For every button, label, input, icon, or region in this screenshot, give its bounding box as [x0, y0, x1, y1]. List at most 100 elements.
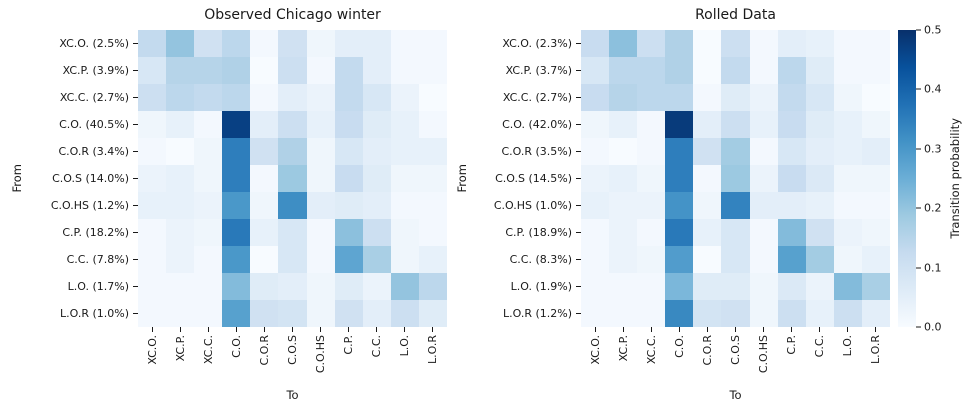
x-tick-label: L.O.R [426, 335, 440, 364]
heatmap-cell [250, 84, 279, 111]
heatmap-cell [194, 300, 223, 327]
heatmap-cell [334, 273, 363, 300]
y-tick: C.P. (18.9%) [463, 219, 581, 246]
y-tick-label: XC.O. (2.3%) [502, 37, 572, 50]
colorbar-tick: 0.5 [916, 24, 942, 37]
heatmap-cell [334, 84, 363, 111]
y-tick-mark [576, 151, 581, 152]
x-tick-label: C.O.R [257, 335, 271, 366]
heatmap-cell [637, 192, 666, 219]
y-tick-mark [576, 124, 581, 125]
x-tick-mark [151, 327, 153, 332]
y-tick-label: C.O.S (14.5%) [495, 172, 572, 185]
heatmap-cell [222, 273, 251, 300]
y-tick-mark [133, 259, 138, 260]
left-y-tick-labels: XC.O. (2.5%) XC.P. (3.9%) XC.C. (2.7%) C.O.… [20, 30, 138, 327]
y-tick-mark [133, 232, 138, 233]
heatmap-cell [138, 273, 167, 300]
y-tick-label: L.O.R (1.2%) [502, 307, 572, 320]
heatmap-cell [805, 246, 834, 273]
y-tick-label: C.P. (18.2%) [62, 226, 129, 239]
heatmap-cell [418, 192, 447, 219]
heatmap-cell [306, 192, 335, 219]
heatmap-cell [194, 57, 223, 84]
y-tick: L.O. (1.9%) [463, 273, 581, 300]
heatmap-cell [693, 84, 722, 111]
y-tick-mark [133, 97, 138, 98]
heatmap-cell [222, 84, 251, 111]
heatmap-cell [222, 165, 251, 192]
right-chart-title: Rolled Data [695, 7, 776, 23]
y-tick: L.O. (1.7%) [20, 273, 138, 300]
colorbar-tick-labels: 0.5 0.4 0.3 0.2 0.1 0.0 [916, 24, 950, 334]
y-tick-label: C.O.S (14.0%) [52, 172, 129, 185]
x-tick: XC.O. [581, 327, 609, 389]
heatmap-cell [777, 165, 806, 192]
x-tick-mark [594, 327, 596, 332]
heatmap-cell [693, 273, 722, 300]
heatmap-cell [749, 273, 778, 300]
heatmap-cell [833, 138, 862, 165]
x-tick-label: XC.C. [644, 335, 658, 365]
heatmap-cell [693, 111, 722, 138]
heatmap-cell [250, 111, 279, 138]
colorbar-tick-label: 0.3 [924, 142, 942, 156]
heatmap-cell [166, 138, 195, 165]
colorbar-tick: 0.4 [916, 83, 942, 96]
heatmap-cell [222, 30, 251, 57]
heatmap-cell [138, 165, 167, 192]
y-tick-mark [576, 178, 581, 179]
heatmap-cell [418, 57, 447, 84]
heatmap-cell [418, 273, 447, 300]
y-tick-label: XC.P. (3.7%) [505, 64, 572, 77]
y-tick: C.O.S (14.5%) [463, 165, 581, 192]
x-tick-mark [320, 327, 322, 332]
heatmap-cell [777, 111, 806, 138]
right-x-tick-labels: XC.O. XC.P. XC.C. C.O. C.O.R C.O.S C.O.HS C.P. C… [581, 327, 890, 389]
y-tick-label: C.O.R (3.4%) [58, 145, 129, 158]
heatmap-cell [609, 165, 638, 192]
heatmap-cell [581, 300, 610, 327]
heatmap-cell [278, 300, 307, 327]
x-tick: C.P. [778, 327, 806, 389]
heatmap-cell [777, 192, 806, 219]
x-tick: XC.O. [138, 327, 166, 389]
y-tick: L.O.R (1.0%) [20, 300, 138, 327]
left-heatmap [138, 30, 447, 327]
heatmap-cell [390, 30, 419, 57]
heatmap-cell [306, 219, 335, 246]
heatmap-cell [693, 192, 722, 219]
heatmap-cell [138, 138, 167, 165]
heatmap-cell [138, 300, 167, 327]
heatmap-cell [833, 165, 862, 192]
heatmap-cell [166, 219, 195, 246]
heatmap-cell [861, 192, 890, 219]
x-tick-label: L.O.R [869, 335, 883, 364]
heatmap-cell [833, 57, 862, 84]
heatmap-cell [250, 138, 279, 165]
heatmap-cell [637, 30, 666, 57]
heatmap-cell [222, 246, 251, 273]
heatmap-cell [306, 246, 335, 273]
x-tick-mark [263, 327, 265, 332]
heatmap-cell [609, 246, 638, 273]
heatmap-cell [278, 192, 307, 219]
heatmap-cell [306, 57, 335, 84]
y-tick: C.O. (40.5%) [20, 111, 138, 138]
y-tick-label: XC.O. (2.5%) [59, 37, 129, 50]
heatmap-cell [138, 30, 167, 57]
heatmap-cell [721, 57, 750, 84]
heatmap-cell [166, 30, 195, 57]
heatmap-cell [637, 273, 666, 300]
heatmap-cell [138, 57, 167, 84]
heatmap-cell [861, 111, 890, 138]
left-x-tick-labels: XC.O. XC.P. XC.C. C.O. C.O.R C.O.S C.O.HS C.P. C… [138, 327, 447, 389]
heatmap-cell [721, 246, 750, 273]
heatmap-cell [833, 246, 862, 273]
heatmap-cell [805, 192, 834, 219]
heatmap-cell [250, 273, 279, 300]
heatmap-cell [581, 111, 610, 138]
heatmap-cell [609, 219, 638, 246]
heatmap-cell [805, 30, 834, 57]
heatmap-cell [609, 192, 638, 219]
